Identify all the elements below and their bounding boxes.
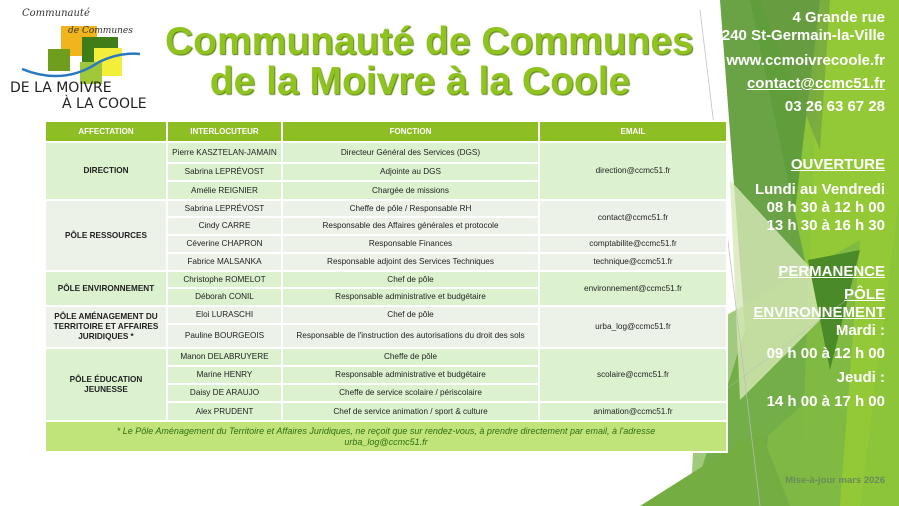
person: Fabrice MALSANKA: [166, 252, 283, 272]
table-row: PÔLE ÉDUCATION JEUNESSE Manon DELABRUYER…: [44, 347, 728, 422]
header-fonction: FONCTION: [281, 120, 540, 143]
email-link[interactable]: animation@ccmc51.fr: [538, 401, 728, 422]
table-row: Sabrina LEPRÉVOST Adjointe au DGS: [45, 162, 727, 182]
opening-slot-2: 13 h 30 à 16 h 30: [766, 217, 885, 234]
email-link[interactable]: comptabilite@ccmc51.fr: [538, 234, 728, 254]
affectation-education: PÔLE ÉDUCATION JEUNESSE: [44, 347, 168, 422]
permanence-day-1: Mardi :: [835, 322, 885, 339]
svg-text:de Communes: de Communes: [68, 26, 133, 36]
role: Responsable administrative et budgétaire: [281, 287, 540, 307]
table-header: AFFECTATION INTERLOCUTEUR FONCTION EMAIL: [44, 120, 728, 143]
table-row: PÔLE ENVIRONNEMENT Christophe ROMELOT Ch…: [44, 270, 728, 307]
opening-slot-1: 08 h 30 à 12 h 00: [766, 199, 885, 216]
person: Cindy CARRE: [166, 216, 283, 236]
person: Alex PRUDENT: [166, 401, 283, 422]
person: Christophe ROMELOT: [166, 270, 283, 289]
permanence-day-2: Jeudi :: [836, 369, 885, 386]
permanence-sub-2: ENVIRONNEMENT: [753, 304, 885, 321]
address-line2: 51240 St-Germain-la-Ville: [705, 27, 885, 44]
person: Amélie REIGNIER: [166, 180, 283, 201]
table-row: PÔLE RESSOURCES Sabrina LEPRÉVOST Cheffe…: [44, 199, 728, 272]
header-email: EMAIL: [538, 120, 728, 143]
role: Cheffe de service scolaire / périscolair…: [281, 383, 540, 403]
footnote-text: * Le Pôle Aménagement du Territoire et A…: [116, 425, 656, 436]
table-row: DIRECTION Pierre KASZTELAN-JAMAIN Direct…: [44, 141, 728, 201]
table-row: Fabrice MALSANKA Responsable adjoint des…: [45, 252, 728, 272]
person: Déborah CONIL: [166, 287, 283, 307]
permanence-slot-2: 14 h 00 à 17 h 00: [766, 393, 885, 410]
email-link[interactable]: urba_log@ccmc51.fr: [538, 305, 728, 349]
email-link[interactable]: technique@ccmc51.fr: [538, 252, 728, 272]
role: Chef de pôle: [281, 270, 540, 289]
table-row: Cindy CARRE Responsable des Affaires gén…: [45, 216, 727, 236]
permanence-heading: PERMANENCE: [778, 263, 885, 280]
role: Chargée de missions: [281, 180, 540, 201]
person: Sabrina LEPRÉVOST: [166, 162, 283, 182]
table-row: Céverine CHAPRON Responsable Finances co…: [45, 234, 728, 254]
person: Eloi LURASCHI: [166, 305, 283, 325]
role: Cheffe de pôle / Responsable RH: [281, 199, 540, 218]
page-title-line2: de la Moivre à la Coole: [209, 60, 631, 103]
email-link[interactable]: direction@ccmc51.fr: [538, 141, 728, 201]
website-link[interactable]: www.ccmoivrecoole.fr: [726, 52, 885, 69]
table-row: PÔLE AMÉNAGEMENT DU TERRITOIRE ET AFFAIR…: [44, 305, 728, 349]
footnote-email-link[interactable]: urba_log@ccmc51.fr: [344, 436, 428, 447]
update-date: Mise-à-jour mars 2026: [785, 475, 885, 486]
role: Directeur Général des Services (DGS): [281, 141, 540, 164]
contacts-table: AFFECTATION INTERLOCUTEUR FONCTION EMAIL…: [44, 120, 728, 453]
person: Daisy DE ARAUJO: [166, 383, 283, 403]
phone-number: 03 26 63 67 28: [784, 98, 885, 115]
table-row: Pauline BOURGEOIS Responsable de l'instr…: [45, 323, 727, 349]
role: Adjointe au DGS: [281, 162, 540, 182]
contact-email-link[interactable]: contact@ccmc51.fr: [746, 75, 885, 92]
person: Céverine CHAPRON: [166, 234, 283, 254]
role: Responsable de l'instruction des autoris…: [281, 323, 540, 349]
permanence-slot-1: 09 h 00 à 12 h 00: [766, 345, 885, 362]
table-row: Daisy DE ARAUJO Cheffe de service scolai…: [45, 383, 727, 403]
affectation-ressources: PÔLE RESSOURCES: [44, 199, 168, 272]
table-row: Alex PRUDENT Chef de service animation /…: [45, 401, 728, 422]
logo-text-1: DE LA MOIVRE: [10, 80, 112, 96]
table-row: Amélie REIGNIER Chargée de missions: [45, 180, 727, 201]
opening-days: Lundi au Vendredi: [754, 181, 885, 198]
header-affectation: AFFECTATION: [44, 120, 168, 143]
role: Cheffe de pôle: [281, 347, 540, 367]
table-footnote: * Le Pôle Aménagement du Territoire et A…: [44, 420, 728, 453]
svg-text:Communauté: Communauté: [22, 8, 90, 19]
role: Responsable administrative et budgétaire: [281, 365, 540, 385]
affectation-environnement: PÔLE ENVIRONNEMENT: [44, 270, 168, 307]
role: Chef de pôle: [281, 305, 540, 325]
person: Manon DELABRUYERE: [166, 347, 283, 367]
table-row: Marine HENRY Responsable administrative …: [45, 365, 727, 385]
person: Sabrina LEPRÉVOST: [166, 199, 283, 218]
permanence-sub-1: PÔLE: [844, 286, 885, 303]
affectation-direction: DIRECTION: [44, 141, 168, 201]
role: Chef de service animation / sport & cult…: [281, 401, 540, 422]
opening-heading: OUVERTURE: [790, 156, 885, 173]
logo-text-2: À LA COOLE: [62, 95, 147, 110]
page-title-line1: Communauté de Communes: [165, 20, 694, 63]
role: Responsable adjoint des Services Techniq…: [281, 252, 540, 272]
header-interlocuteur: INTERLOCUTEUR: [166, 120, 283, 143]
affectation-amenagement: PÔLE AMÉNAGEMENT DU TERRITOIRE ET AFFAIR…: [44, 305, 168, 349]
person: Pierre KASZTELAN-JAMAIN: [166, 141, 283, 164]
person: Pauline BOURGEOIS: [166, 323, 283, 349]
table-row: Déborah CONIL Responsable administrative…: [45, 287, 727, 307]
role: Responsable Finances: [281, 234, 540, 254]
email-link[interactable]: environnement@ccmc51.fr: [538, 270, 728, 307]
role: Responsable des Affaires générales et pr…: [281, 216, 540, 236]
address-line1: 4 Grande rue: [792, 9, 885, 26]
email-link[interactable]: scolaire@ccmc51.fr: [538, 347, 728, 403]
person: Marine HENRY: [166, 365, 283, 385]
email-link[interactable]: contact@ccmc51.fr: [538, 199, 728, 236]
logo: Communauté de Communes DE LA MOIVRE À LA…: [10, 8, 147, 110]
